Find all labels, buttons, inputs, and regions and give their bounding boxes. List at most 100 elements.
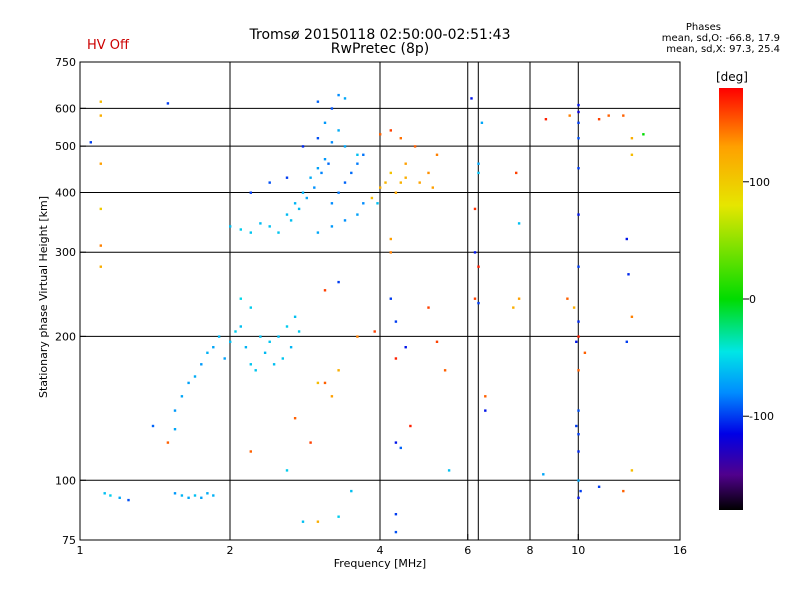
data-point: [627, 273, 630, 276]
data-point: [597, 118, 601, 121]
y-tick-label: 200: [55, 330, 76, 343]
data-point: [630, 469, 634, 472]
data-point: [297, 207, 301, 211]
data-point: [99, 265, 102, 268]
data-point: [239, 325, 242, 328]
data-point: [212, 346, 215, 349]
data-point: [622, 114, 625, 117]
data-point: [289, 219, 293, 222]
data-point: [259, 222, 262, 225]
data-point: [316, 167, 320, 170]
data-point: [577, 137, 580, 140]
data-point: [301, 520, 305, 523]
data-point: [206, 492, 209, 495]
data-point: [473, 297, 477, 300]
data-point: [477, 301, 480, 305]
data-point: [254, 369, 257, 372]
data-point: [379, 186, 382, 189]
data-point: [470, 97, 473, 100]
data-point: [517, 222, 521, 225]
data-point: [379, 133, 382, 136]
data-point: [166, 441, 170, 444]
data-point: [330, 395, 334, 398]
data-point: [435, 153, 439, 156]
data-point: [99, 162, 102, 165]
data-point: [350, 171, 353, 175]
data-point: [362, 153, 365, 156]
data-point: [327, 162, 330, 165]
data-point: [544, 118, 548, 121]
data-point: [249, 450, 252, 453]
data-point: [343, 219, 347, 222]
data-point: [577, 167, 580, 170]
data-point: [305, 196, 308, 200]
data-point: [484, 395, 487, 398]
y-tick-label: 100: [55, 474, 76, 487]
data-point: [473, 251, 477, 254]
data-point: [109, 494, 112, 497]
data-point: [337, 369, 340, 372]
data-point: [370, 196, 374, 200]
data-point: [477, 171, 480, 175]
data-point: [193, 375, 197, 378]
data-point: [316, 231, 320, 234]
data-point: [337, 129, 340, 132]
data-point: [566, 297, 569, 300]
data-point: [577, 369, 580, 372]
data-point: [229, 225, 232, 228]
data-point: [293, 202, 297, 205]
data-point: [597, 485, 601, 488]
data-point: [268, 340, 271, 343]
data-point: [480, 121, 484, 124]
data-point: [285, 469, 289, 472]
data-point: [127, 498, 130, 502]
data-point: [343, 181, 347, 184]
data-point: [343, 145, 347, 148]
data-point: [293, 417, 297, 420]
colorbar-tick-label: 100: [749, 176, 770, 189]
data-point: [337, 515, 340, 518]
data-point: [263, 351, 267, 354]
x-tick-label: 1: [77, 544, 84, 557]
data-point: [389, 171, 392, 175]
data-point: [356, 213, 359, 216]
data-point: [642, 133, 645, 136]
colorbar-tick-label: 0: [749, 293, 756, 306]
data-point: [443, 369, 447, 372]
y-tick-label: 500: [55, 140, 76, 153]
data-point: [200, 496, 203, 499]
data-point: [239, 228, 242, 231]
data-point: [477, 265, 480, 268]
data-point: [320, 171, 323, 175]
data-point: [330, 107, 334, 110]
data-point: [413, 145, 417, 148]
data-point: [577, 450, 580, 453]
data-point: [277, 335, 280, 338]
data-point: [356, 153, 359, 156]
data-point: [173, 492, 177, 495]
data-point: [301, 145, 305, 148]
data-point: [99, 100, 102, 103]
y-tick-label: 400: [55, 186, 76, 199]
data-point: [477, 162, 480, 165]
hv-status-label: HV Off: [87, 38, 129, 53]
data-point: [431, 186, 434, 189]
data-point: [99, 207, 102, 211]
data-point: [249, 231, 252, 234]
data-point: [399, 446, 402, 450]
data-point: [484, 409, 487, 412]
data-point: [337, 191, 340, 194]
data-point: [577, 103, 580, 107]
data-point: [630, 137, 634, 140]
data-point: [577, 433, 580, 436]
data-point: [572, 306, 576, 309]
data-point: [316, 520, 320, 523]
data-point: [337, 280, 340, 284]
data-point: [622, 489, 625, 493]
data-point: [268, 225, 271, 228]
data-point: [173, 409, 177, 412]
phase-o-stats: mean, sd,O: -66.8, 17.9: [661, 33, 780, 44]
data-point: [118, 496, 121, 499]
data-point: [323, 121, 327, 124]
data-point: [289, 346, 293, 349]
